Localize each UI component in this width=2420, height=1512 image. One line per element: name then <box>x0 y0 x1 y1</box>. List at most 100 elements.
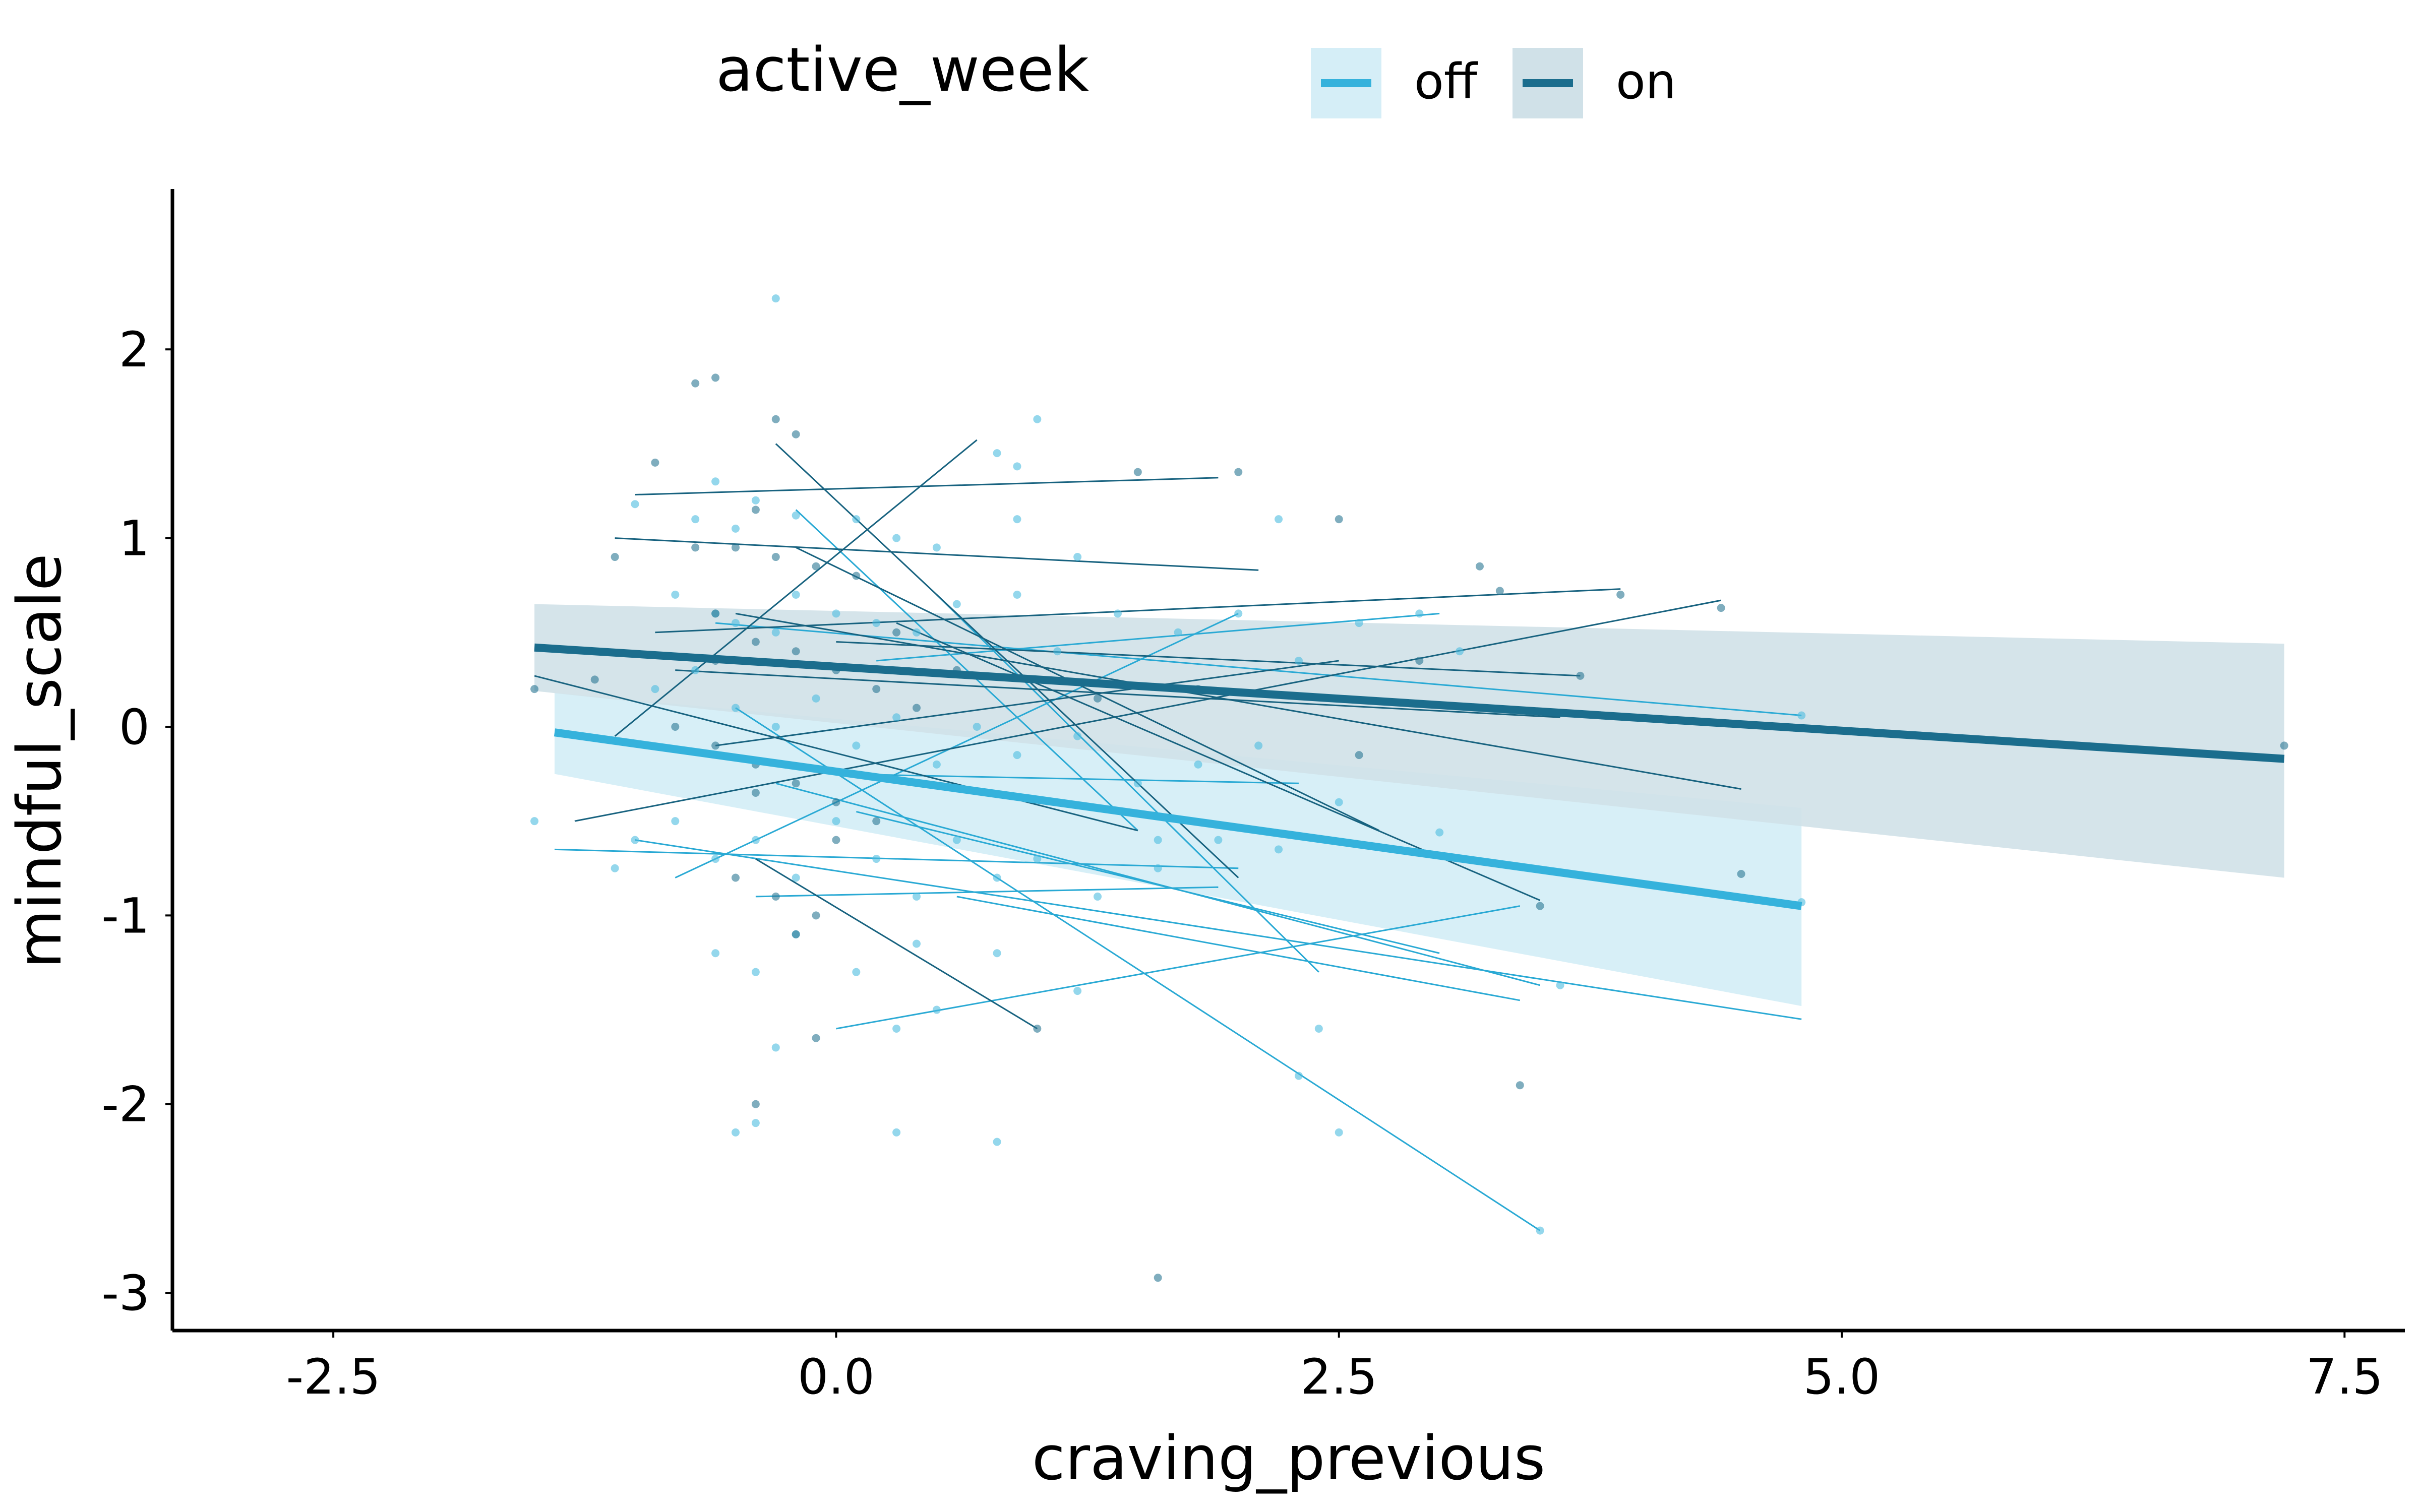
data-point-on <box>812 562 820 571</box>
data-point-on <box>1154 1274 1162 1282</box>
legend: active_week off on <box>716 35 1676 118</box>
subject-line-off <box>675 612 1239 878</box>
data-point-off <box>1033 855 1042 863</box>
data-point-off <box>952 600 961 608</box>
data-point-off <box>1254 741 1263 750</box>
subject-line-on <box>615 537 1259 571</box>
data-point-on <box>1415 656 1424 665</box>
subject-line-on <box>574 599 1721 822</box>
data-point-off <box>913 628 921 637</box>
data-point-off <box>751 496 760 505</box>
data-point-off <box>1214 836 1223 844</box>
ribbon-off <box>554 692 1802 1006</box>
data-point-off <box>1314 1024 1323 1033</box>
plot-area <box>530 294 2288 1282</box>
data-point-on <box>1495 587 1504 595</box>
data-point-on <box>792 647 800 656</box>
data-point-off <box>1073 987 1082 995</box>
data-point-off <box>932 760 941 769</box>
data-point-on <box>792 430 800 438</box>
data-point-off <box>913 939 921 948</box>
data-point-off <box>1033 415 1042 423</box>
data-point-off <box>1797 711 1806 720</box>
subject-line-off <box>856 810 1440 954</box>
data-point-on <box>1133 468 1142 476</box>
data-point-off <box>671 817 680 826</box>
data-point-off <box>892 534 901 542</box>
data-point-off <box>1415 609 1424 618</box>
data-point-off <box>1294 656 1303 665</box>
fit-lines <box>534 643 2285 910</box>
data-point-on <box>731 873 740 882</box>
data-point-on <box>852 572 861 580</box>
subject-line-on <box>715 660 1339 746</box>
data-point-off <box>1234 609 1243 618</box>
data-point-off <box>771 294 780 303</box>
x-axis-title: craving_previous <box>1032 1424 1545 1494</box>
data-point-on <box>1516 1081 1524 1090</box>
subject-line-off <box>635 839 1802 1020</box>
x-tick-label: -2.5 <box>286 1349 380 1405</box>
legend-items: off on <box>1311 48 1676 118</box>
data-point-on <box>751 506 760 514</box>
data-point-off <box>852 515 861 524</box>
data-point-on <box>1536 902 1544 910</box>
data-point-on <box>751 1100 760 1108</box>
subject-line-off <box>956 896 1521 1001</box>
data-point-off <box>1154 836 1162 844</box>
data-point-off <box>1013 751 1021 760</box>
data-point-off <box>792 590 800 599</box>
data-point-off <box>892 713 901 722</box>
data-point-on <box>812 911 820 920</box>
subject-lines <box>534 439 1802 1231</box>
subject-line-on <box>635 477 1219 495</box>
data-point-on <box>872 685 881 694</box>
data-point-off <box>751 836 760 844</box>
y-tick-label: 1 <box>119 511 150 567</box>
data-point-off <box>872 619 881 627</box>
data-point-on <box>711 373 720 382</box>
data-point-on <box>812 1034 820 1042</box>
data-point-off <box>731 704 740 712</box>
data-point-on <box>651 458 659 467</box>
data-point-off <box>1073 553 1082 561</box>
data-point-off <box>1435 828 1444 837</box>
data-point-off <box>1013 515 1021 524</box>
data-point-off <box>771 628 780 637</box>
x-tick-label: 7.5 <box>2306 1349 2383 1405</box>
subject-line-off <box>715 622 1802 717</box>
subject-line-on <box>655 588 1621 634</box>
data-point-off <box>1133 779 1142 788</box>
data-point-off <box>1194 760 1202 769</box>
subject-line-on <box>614 439 978 737</box>
data-point-on <box>1234 468 1243 476</box>
data-point-off <box>711 477 720 486</box>
data-point-on <box>771 415 780 423</box>
data-point-off <box>993 1138 1001 1146</box>
x-tick-label: 0.0 <box>798 1349 875 1405</box>
data-point-off <box>1294 1072 1303 1080</box>
data-point-on <box>872 817 881 826</box>
data-point-off <box>731 1128 740 1137</box>
subject-line-on <box>795 546 1380 832</box>
data-point-on <box>751 638 760 646</box>
data-point-off <box>872 855 881 863</box>
subject-line-off <box>735 707 1541 1231</box>
data-point-off <box>993 949 1001 958</box>
data-point-off <box>711 855 720 863</box>
subject-line-off <box>795 509 1138 831</box>
data-point-off <box>952 836 961 844</box>
x-tick-label: 5.0 <box>1803 1349 1881 1405</box>
data-point-off <box>691 666 700 674</box>
subject-line-off <box>876 612 1440 662</box>
data-point-on <box>771 553 780 561</box>
subject-line-on <box>836 641 1581 677</box>
data-point-on <box>691 379 700 388</box>
data-point-on <box>731 543 740 552</box>
data-point-on <box>611 553 619 561</box>
data-point-off <box>792 511 800 520</box>
data-point-off <box>751 968 760 976</box>
data-point-off <box>1355 619 1363 627</box>
data-point-off <box>892 1024 901 1033</box>
